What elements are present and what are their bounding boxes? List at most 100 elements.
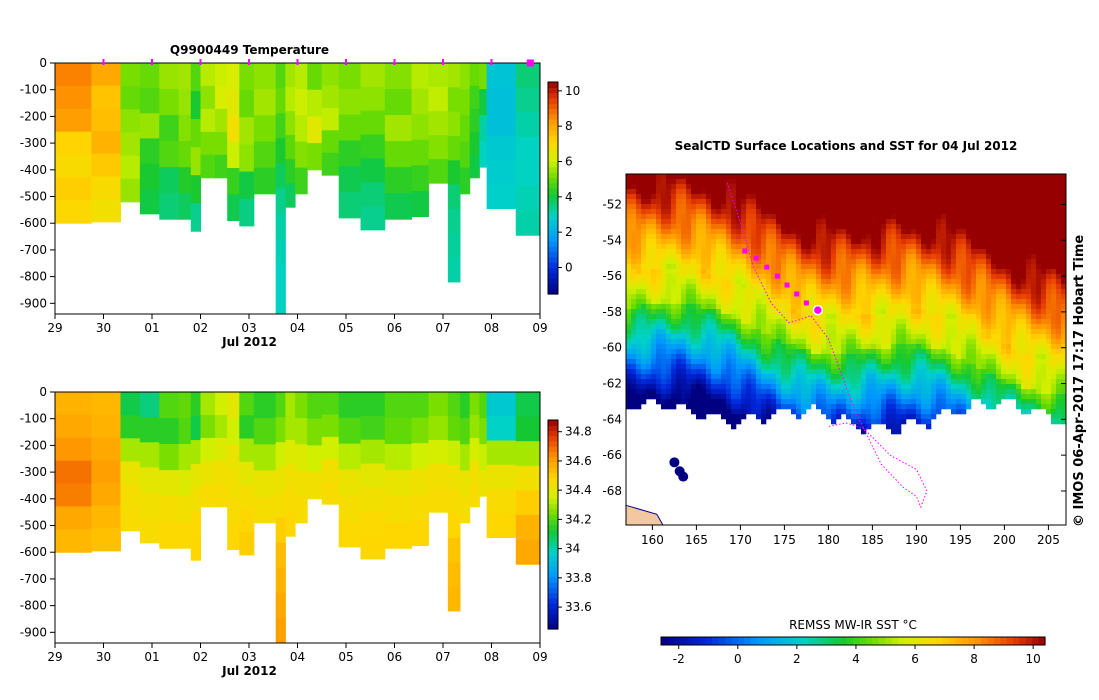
sst-cell [1016,359,1022,365]
sst-cell [986,179,992,185]
sst-cell [681,334,687,340]
sst-cell [1036,394,1042,400]
data-cell [55,154,92,178]
sst-cell [966,364,972,370]
data-cell [275,517,286,544]
sst-cell [941,204,947,210]
colorbar-band [548,203,558,210]
sst-cell [641,339,647,345]
sst-cell [881,199,887,205]
sst-cell [636,284,642,290]
sst-cell [876,344,882,350]
sst-cell [996,279,1002,285]
colorbar-band [968,637,976,645]
sst-cell [1021,209,1027,215]
sst-cell [681,209,687,215]
sst-cell [1056,249,1062,255]
sst-cell [941,254,947,260]
sst-cell [1026,284,1032,290]
sst-cell [686,224,692,230]
data-cell [459,63,471,90]
sst-cell [996,234,1002,240]
sst-cell [646,389,652,395]
sst-cell [721,384,727,390]
colorbar-frame [660,636,1046,646]
sst-cell [671,264,677,270]
sst-cell [956,244,962,250]
sst-cell [1001,189,1007,195]
sst-cell [836,194,842,200]
sst-cell [976,339,982,345]
sst-cell [816,329,822,335]
sst-cell [1016,299,1022,305]
data-cell [360,86,386,112]
sst-cell [826,219,832,225]
sst-cell [896,299,902,305]
sst-cell [661,399,667,405]
sst-cell [916,274,922,280]
sst-cell [811,244,817,250]
sst-cell [836,289,842,295]
sst-cell [716,254,722,260]
sst-cell [836,219,842,225]
sst-cell [671,394,677,400]
sst-cell [956,354,962,360]
sst-cell [816,289,822,295]
sst-cell [951,399,957,405]
sst-cell [1061,419,1067,425]
sst-cell [741,179,747,185]
sst-cell [981,234,987,240]
sst-cell [991,214,997,220]
sst-cell [1051,334,1057,340]
sst-cell [661,179,667,185]
sst-cell [776,244,782,250]
colorbar-band [548,597,558,604]
sst-cell [661,199,667,205]
sst-cell [946,289,952,295]
sst-cell [906,304,912,310]
sst-cell [661,269,667,275]
sst-cell [836,389,842,395]
sst-cell [741,369,747,375]
sst-cell [761,274,767,280]
sst-cell [976,279,982,285]
sst-cell [831,279,837,285]
sst-cell [931,294,937,300]
sst-cell [1056,214,1062,220]
sst-cell [846,224,852,230]
sst-cell [886,239,892,245]
sst-cell [801,264,807,270]
sst-cell [701,414,707,420]
sst-cell [871,179,877,185]
data-cell [515,87,541,113]
sst-cell [746,209,752,215]
sst-cell [701,209,707,215]
sst-cell [1016,244,1022,250]
sst-cell [1031,234,1037,240]
sst-cell [791,234,797,240]
sst-cell [931,299,937,305]
sst-cell [866,379,872,385]
sst-cell [766,324,772,330]
sst-cell [826,284,832,290]
sst-cell [1056,309,1062,315]
sst-cell [846,264,852,270]
data-cell [55,200,92,224]
sst-cell [756,179,762,185]
sst-cell [981,229,987,235]
sst-cell [736,299,742,305]
sst-cell [866,389,872,395]
sst-cell [806,384,812,390]
sst-cell [846,349,852,355]
sst-cell [656,264,662,270]
sst-cell [891,314,897,320]
sst-cell [761,394,767,400]
sst-cell [1041,364,1047,370]
sst-cell [791,189,797,195]
sst-cell [891,264,897,270]
colorbar-band [548,135,558,141]
sst-cell [666,394,672,400]
sst-cell [1061,264,1067,270]
data-cell [411,494,429,521]
data-cell [120,438,141,462]
